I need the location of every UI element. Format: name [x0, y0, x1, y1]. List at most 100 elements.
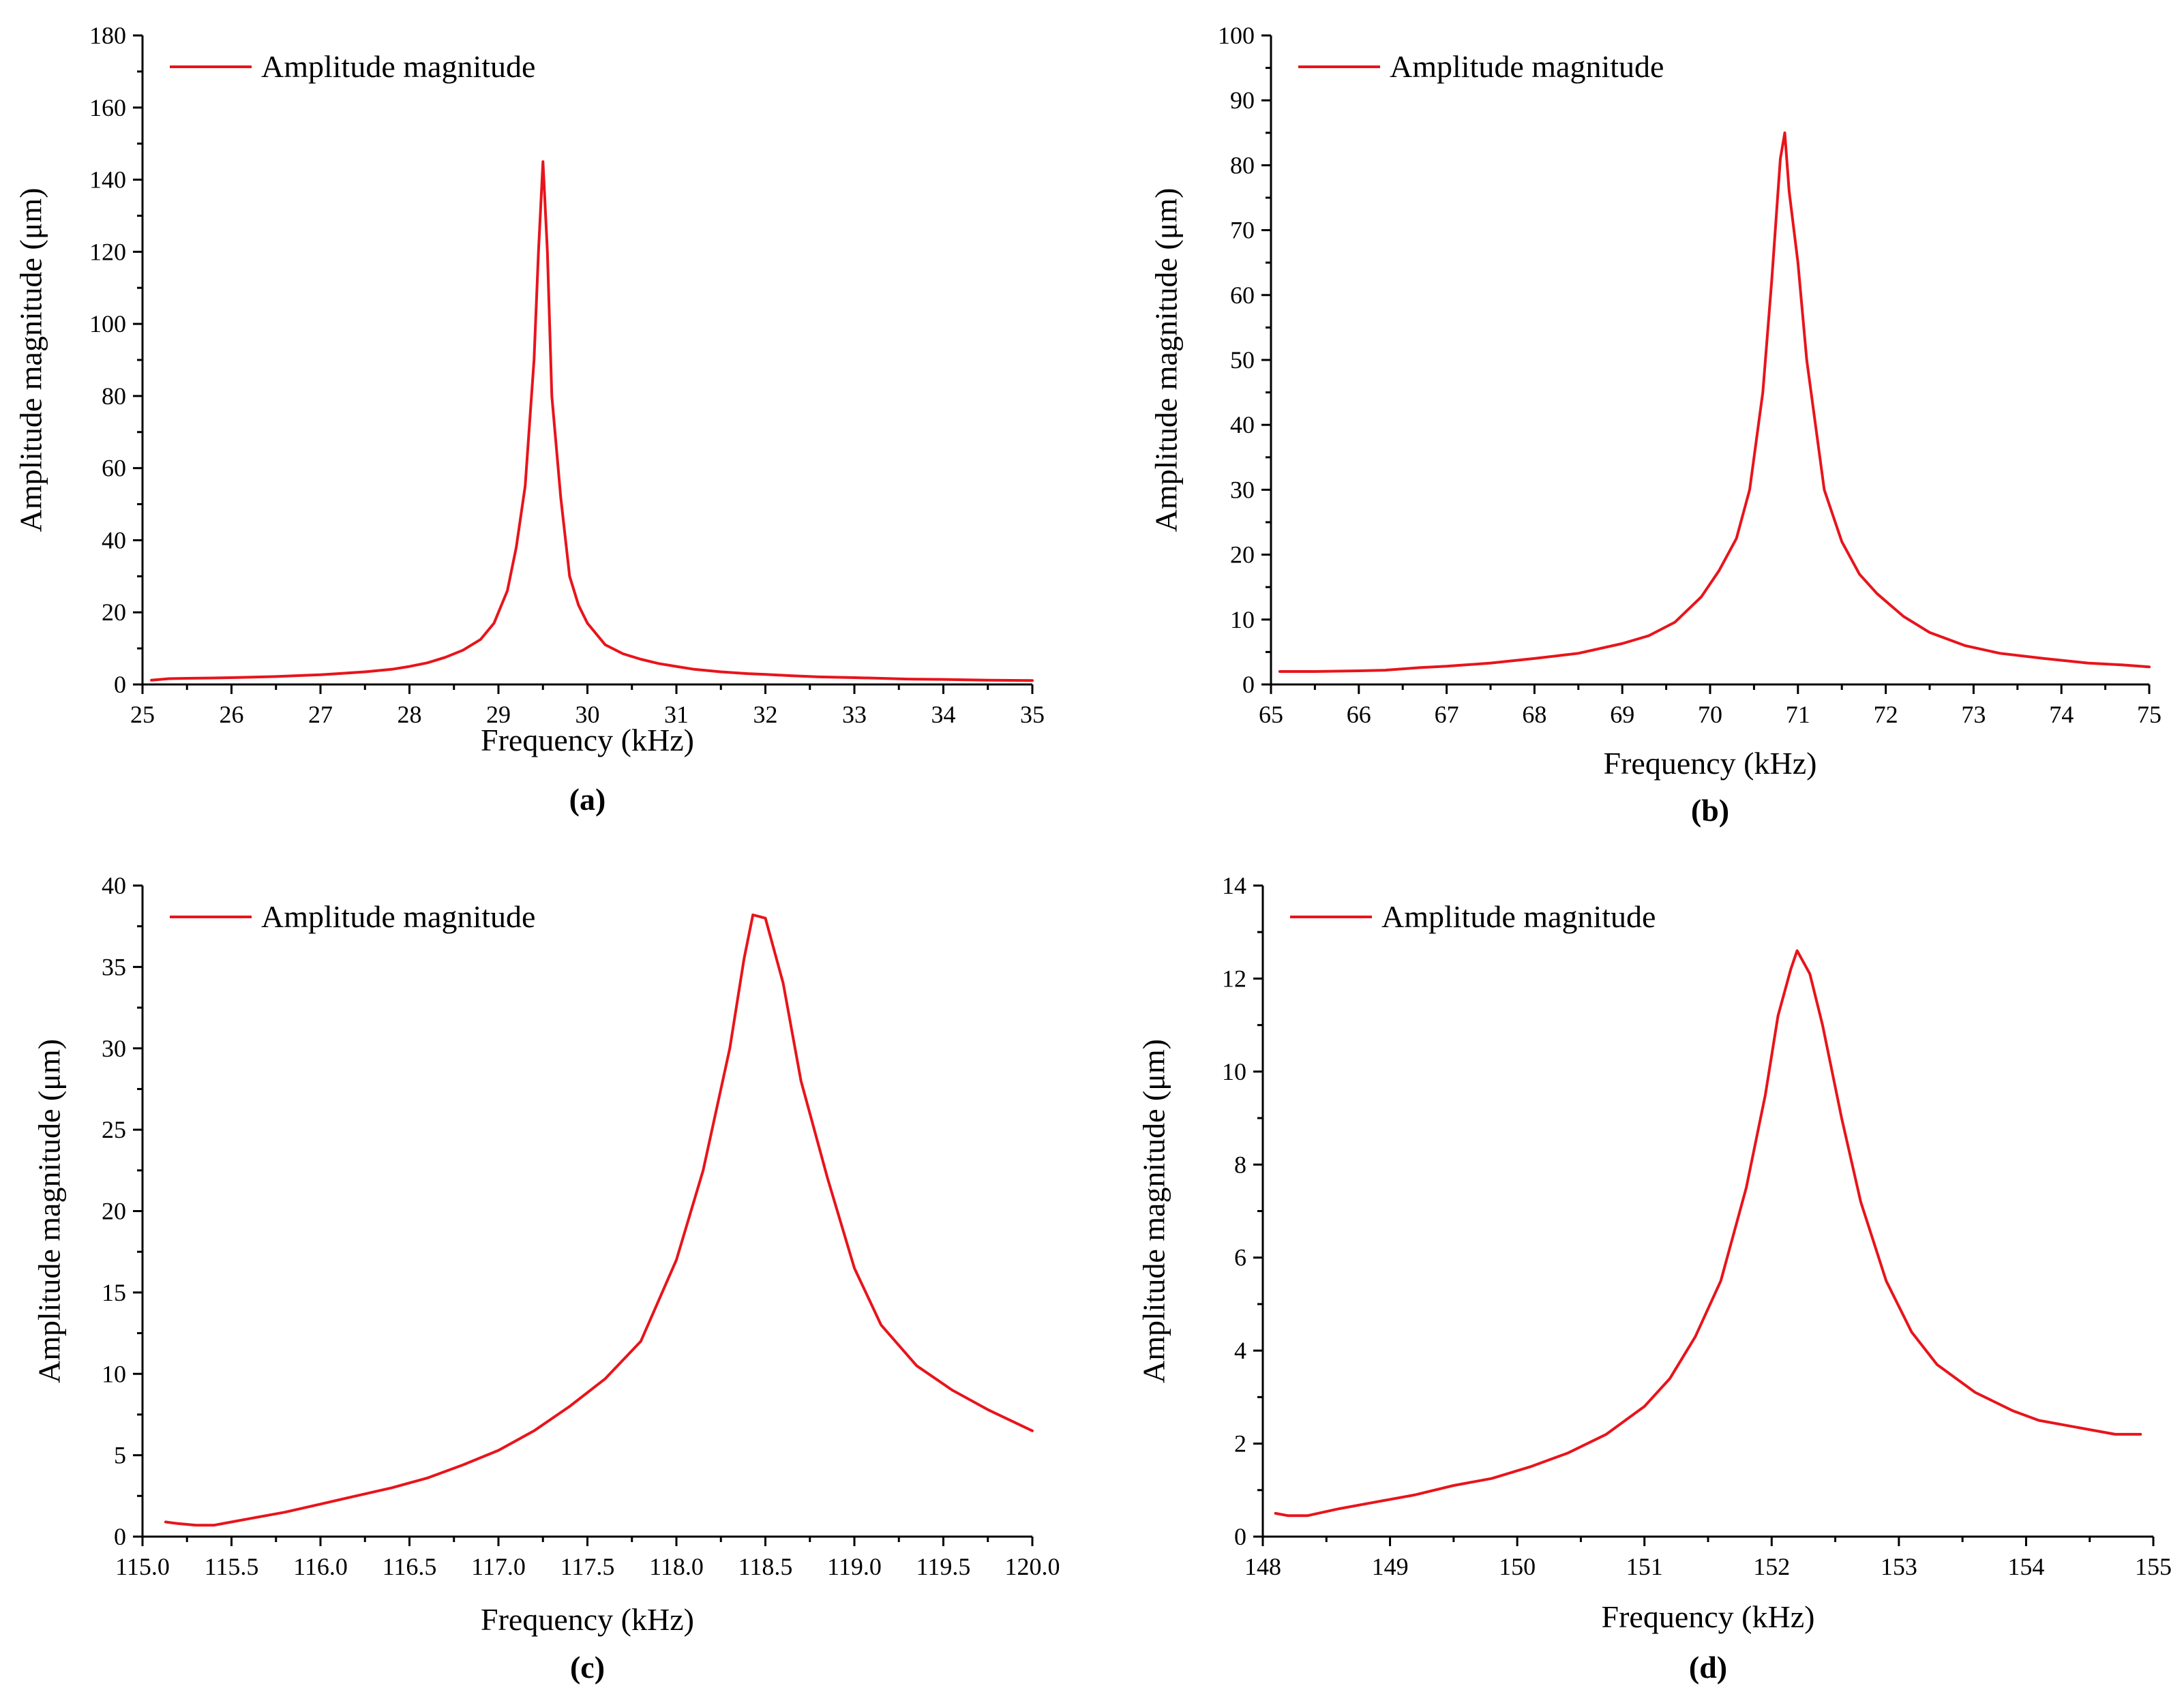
x-tick-label: 35 — [1020, 701, 1045, 728]
panel-caption: (a) — [569, 782, 606, 817]
x-tick-label: 69 — [1610, 701, 1634, 728]
y-tick-label: 100 — [89, 310, 126, 337]
panel-caption: (d) — [1689, 1650, 1727, 1685]
x-tick-label: 115.0 — [115, 1553, 170, 1580]
y-tick-label: 120 — [89, 238, 126, 265]
y-tick-label: 80 — [102, 382, 126, 410]
x-tick-label: 115.5 — [205, 1553, 259, 1580]
y-axis-title: Amplitude magnitude (μm) — [1149, 187, 1184, 532]
y-tick-label: 30 — [102, 1035, 126, 1062]
y-tick-label: 14 — [1222, 872, 1246, 899]
y-tick-label: 20 — [102, 1198, 126, 1225]
panel-d: 148 149 150 151 152 153 154 155 0 2 4 6 8 10 12 14 Frequ… — [1137, 872, 2172, 1685]
x-axis-title: Frequency (kHz) — [1604, 746, 1817, 781]
x-tick-label: 73 — [1961, 701, 1986, 728]
x-tick-label: 71 — [1786, 701, 1810, 728]
y-tick-label: 100 — [1218, 22, 1255, 49]
y-tick-label: 10 — [1222, 1058, 1246, 1085]
x-tick-label: 116.0 — [293, 1553, 348, 1580]
x-tick-label: 67 — [1435, 701, 1459, 728]
y-tick-label: 40 — [102, 872, 126, 899]
x-tick-label: 74 — [2049, 701, 2074, 728]
y-tick-label: 0 — [114, 1523, 126, 1550]
y-tick-label: 30 — [1230, 476, 1255, 503]
y-tick-label: 0 — [114, 671, 126, 698]
y-tick-label: 50 — [1230, 346, 1255, 374]
x-tick-label: 119.0 — [827, 1553, 882, 1580]
x-tick-label: 29 — [486, 701, 511, 728]
panel-c: 115.0 115.5 116.0 116.5 117.0 117.5 118.0 118.5… — [32, 872, 1060, 1685]
y-tick-label: 180 — [89, 22, 126, 49]
x-tick-label: 117.5 — [560, 1553, 615, 1580]
x-tick-label: 152 — [1753, 1553, 1790, 1580]
legend-label: Amplitude magnitude — [1381, 899, 1656, 934]
x-tick-label: 153 — [1881, 1553, 1917, 1580]
series-line — [150, 160, 1034, 682]
x-axis-title: Frequency (kHz) — [481, 1602, 694, 1637]
x-tick-label: 155 — [2135, 1553, 2172, 1580]
y-tick-label: 20 — [1230, 541, 1255, 569]
x-tick-label: 28 — [398, 701, 422, 728]
y-tick-label: 40 — [1230, 411, 1255, 438]
y-tick-label: 10 — [1230, 606, 1255, 633]
y-axis-title: Amplitude magnitude (μm) — [14, 187, 48, 532]
x-tick-label: 118.0 — [649, 1553, 704, 1580]
x-tick-label: 116.5 — [383, 1553, 437, 1580]
y-tick-label: 0 — [1234, 1523, 1246, 1550]
x-tick-label: 66 — [1347, 701, 1371, 728]
x-tick-label: 34 — [931, 701, 956, 728]
y-tick-label: 40 — [102, 526, 126, 554]
x-tick-label: 151 — [1626, 1553, 1663, 1580]
x-tick-label: 25 — [130, 701, 155, 728]
y-tick-label: 6 — [1234, 1244, 1246, 1271]
y-tick-label: 60 — [102, 455, 126, 482]
y-tick-label: 10 — [102, 1360, 126, 1387]
legend-label: Amplitude magnitude — [1390, 49, 1664, 84]
y-tick-label: 90 — [1230, 87, 1255, 114]
legend-label: Amplitude magnitude — [261, 49, 535, 84]
x-tick-label: 26 — [220, 701, 244, 728]
x-tick-label: 75 — [2137, 701, 2161, 728]
panel-caption: (c) — [570, 1650, 605, 1685]
legend-label: Amplitude magnitude — [261, 899, 535, 934]
y-tick-label: 0 — [1242, 671, 1255, 698]
x-tick-label: 70 — [1698, 701, 1722, 728]
x-tick-label: 65 — [1259, 701, 1283, 728]
panel-a: 25 26 27 28 29 30 31 32 33 34 35 0 20 40 60 80 100 120 140… — [14, 22, 1045, 817]
x-tick-label: 117.0 — [471, 1553, 526, 1580]
y-tick-label: 140 — [89, 166, 126, 194]
y-tick-label: 20 — [102, 599, 126, 626]
x-tick-label: 31 — [664, 701, 689, 728]
x-tick-label: 32 — [753, 701, 778, 728]
x-tick-label: 27 — [308, 701, 333, 728]
x-tick-label: 68 — [1522, 701, 1546, 728]
x-tick-label: 118.5 — [738, 1553, 793, 1580]
y-axis-title: Amplitude magnitude (μm) — [1137, 1039, 1171, 1383]
y-axis-title: Amplitude magnitude (μm) — [32, 1039, 67, 1383]
x-tick-label: 149 — [1372, 1553, 1409, 1580]
y-tick-label: 15 — [102, 1279, 126, 1306]
panel-caption: (b) — [1691, 793, 1729, 828]
x-tick-label: 72 — [1874, 701, 1898, 728]
x-axis-title: Frequency (kHz) — [481, 723, 694, 757]
series-line — [1274, 949, 2142, 1518]
y-tick-label: 70 — [1230, 217, 1255, 244]
x-axis-title: Frequency (kHz) — [1602, 1599, 1815, 1634]
y-tick-label: 5 — [114, 1442, 126, 1469]
x-tick-label: 120.0 — [1005, 1553, 1060, 1580]
y-tick-label: 12 — [1222, 965, 1246, 992]
series-line — [1278, 131, 2151, 673]
x-tick-label: 154 — [2007, 1553, 2044, 1580]
x-tick-label: 148 — [1244, 1553, 1281, 1580]
panel-b: 65 66 67 68 69 70 71 72 73 74 75 0 10 20 30 40 50 60 70 80 9… — [1149, 22, 2162, 828]
x-tick-label: 119.5 — [916, 1553, 971, 1580]
x-tick-label: 30 — [575, 701, 600, 728]
y-tick-label: 80 — [1230, 151, 1255, 179]
y-tick-label: 4 — [1234, 1337, 1246, 1364]
y-tick-label: 160 — [89, 94, 126, 121]
y-tick-label: 8 — [1234, 1151, 1246, 1178]
x-tick-label: 150 — [1499, 1553, 1536, 1580]
x-tick-label: 33 — [842, 701, 867, 728]
y-tick-label: 2 — [1234, 1430, 1246, 1458]
